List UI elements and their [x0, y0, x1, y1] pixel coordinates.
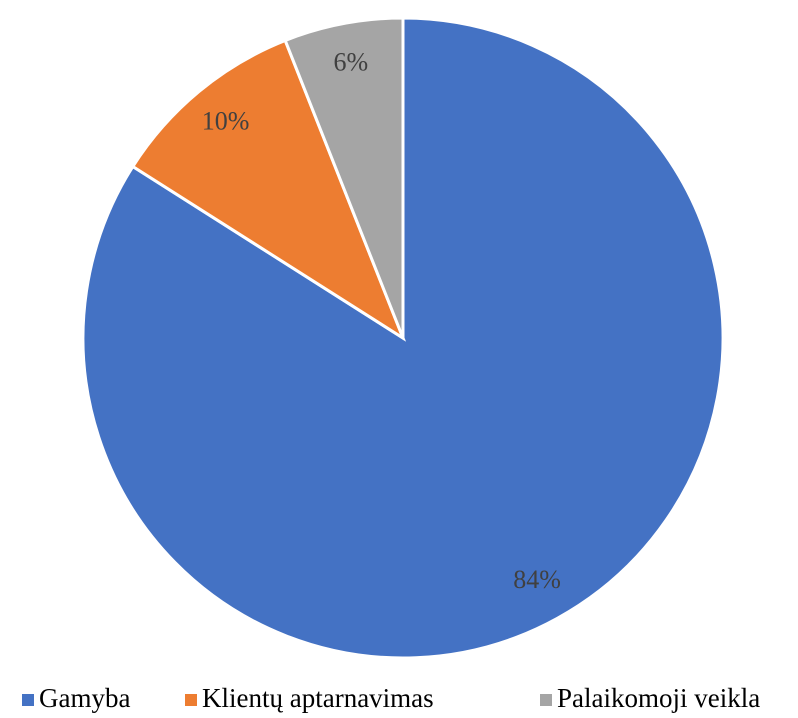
pie-slice — [283, 16, 405, 339]
legend-label: Palaikomoji veikla — [557, 683, 760, 713]
legend-label: Klientų aptarnavimas — [202, 683, 434, 713]
data-label: 6% — [333, 47, 368, 76]
legend-marker — [540, 694, 552, 706]
data-label: 10% — [202, 106, 250, 135]
legend-label: Gamyba — [39, 683, 130, 713]
pie-slice — [130, 38, 407, 342]
legend-marker — [22, 694, 34, 706]
legend-marker — [185, 694, 197, 706]
data-label: 84% — [513, 565, 561, 594]
